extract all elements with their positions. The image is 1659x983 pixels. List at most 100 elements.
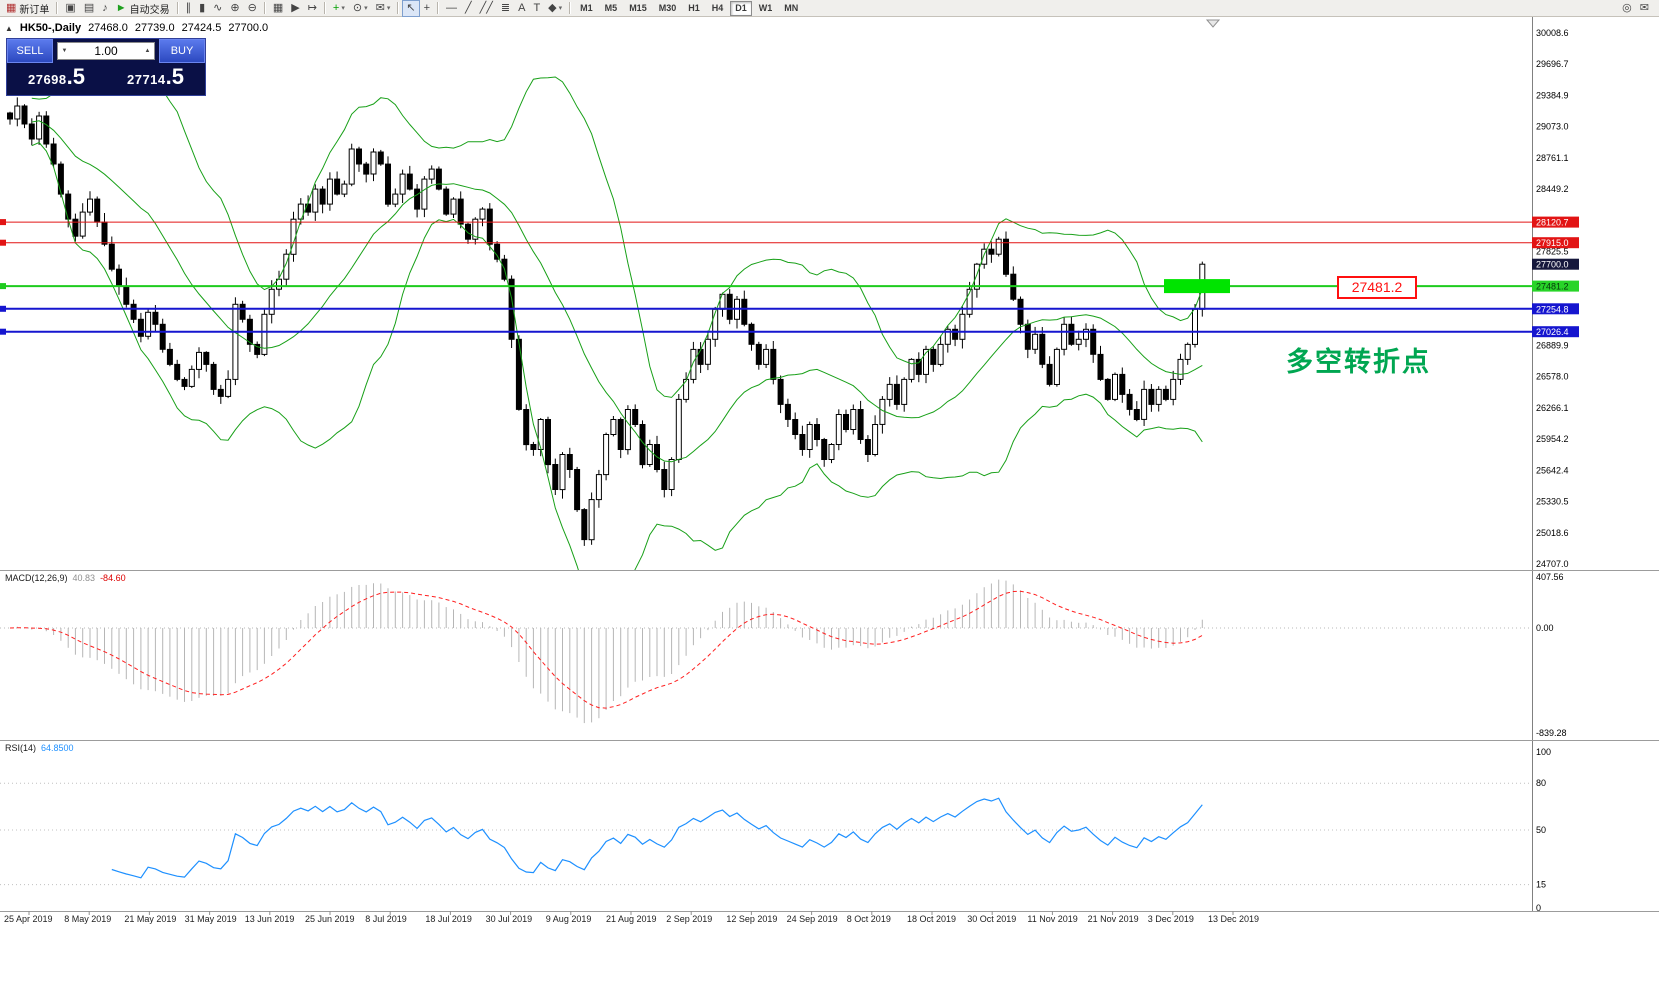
profiles-icon[interactable]: ▤ (80, 0, 98, 17)
timeframe-m5[interactable]: M5 (604, 2, 618, 13)
new-order-button-label: 新订单 (19, 4, 50, 16)
macd-name: MACD(12,26,9) (5, 573, 68, 583)
timeframe-h4[interactable]: H4 (711, 2, 724, 13)
sep-6 (437, 2, 439, 14)
sep-3 (263, 2, 266, 14)
trendline-tool-icon[interactable]: ╱ (461, 0, 476, 17)
buy-button[interactable]: BUY (159, 39, 205, 63)
cursor-icon[interactable]: ↖ (402, 0, 420, 17)
price-badge-text: 27700.0 (1536, 260, 1569, 270)
hline-handle[interactable] (0, 305, 6, 312)
highlight-rectangle[interactable] (1164, 279, 1230, 294)
chat-icon[interactable]: ✉ (1636, 0, 1653, 17)
volume-increase-button[interactable]: ▲ (144, 48, 151, 54)
candles-chart-icon-glyph: ▮ (199, 1, 206, 14)
date-label: 18 Jul 2019 (425, 914, 472, 924)
ohlc-close: 27700.0 (228, 22, 269, 34)
crosshair-icon[interactable]: + (420, 0, 434, 17)
rsi-axis-tick: 0 (1536, 903, 1541, 913)
period-icon[interactable]: ⊙ ▾ (349, 0, 372, 17)
macd-signal-value: -84.60 (100, 573, 126, 583)
chart-window-icon[interactable]: ▣ (61, 0, 79, 17)
volume-decrease-button[interactable]: ▼ (61, 48, 68, 54)
template-icon-caret: ▾ (386, 5, 391, 12)
timeframe-m30[interactable]: M30 (658, 2, 677, 13)
sound-icon-glyph: ♪ (102, 1, 108, 14)
label-tool-icon-glyph: T (533, 1, 541, 14)
text-tool-icon[interactable]: A (514, 0, 529, 17)
hline-handle[interactable] (0, 239, 6, 246)
sep-5 (397, 2, 400, 14)
price-tick: 29384.9 (1536, 91, 1569, 101)
rsi-indicator-label: RSI(14) 64.8500 (5, 743, 74, 753)
label-tool-icon[interactable]: T (529, 0, 544, 17)
candles-chart-icon[interactable]: ▮ (195, 0, 209, 17)
template-icon-glyph: ✉ (375, 1, 385, 14)
price-axis[interactable]: 30008.6 29696.7 29384.9 29073.0 28761.1 28449… (1532, 16, 1579, 911)
volume-input[interactable]: 1.00 (94, 44, 118, 58)
bollinger-upper-band (31, 65, 1203, 398)
price-tick: 25330.5 (1536, 497, 1569, 507)
macd-histogram (16, 579, 1203, 724)
timeframe-h1[interactable]: H1 (688, 2, 700, 13)
tile-windows-icon[interactable]: ▦ (269, 0, 287, 17)
price-tick: 25954.2 (1536, 434, 1569, 444)
timeframe-d1[interactable]: D1 (730, 0, 752, 16)
timeframe-w1[interactable]: W1 (758, 2, 773, 13)
date-label: 24 Sep 2019 (787, 914, 838, 924)
rsi-axis-tick: 15 (1536, 880, 1546, 890)
template-icon[interactable]: ✉ ▾ (372, 0, 395, 17)
price-tick: 29073.0 (1536, 122, 1569, 132)
line-chart-icon-glyph: ∿ (213, 1, 223, 14)
rsi-axis-tick: 50 (1536, 825, 1546, 835)
line-chart-icon[interactable]: ∿ (209, 0, 226, 17)
price-badge (1532, 237, 1579, 249)
hline-tool-icon[interactable]: — (442, 0, 461, 17)
price-tick: 26889.9 (1536, 340, 1569, 350)
chart-text-annotation[interactable]: 多空转折点 (1286, 347, 1431, 377)
price-label-box[interactable]: 27481.2 (1337, 276, 1417, 299)
shapes-tool-icon[interactable]: ◆ ▾ (544, 0, 566, 17)
new-order-button[interactable]: ▦ 新订单 (2, 0, 53, 17)
rsi-value: 64.8500 (41, 743, 74, 753)
bars-chart-icon[interactable]: ∥ (182, 0, 196, 17)
sell-price-int: 27698 (27, 72, 67, 87)
sell-button[interactable]: SELL (7, 39, 53, 63)
date-label: 8 Oct 2019 (847, 914, 891, 924)
hline-handle[interactable] (0, 219, 6, 226)
chart-shift-marker[interactable] (1205, 19, 1221, 28)
timeframe-m15[interactable]: M15 (629, 2, 647, 13)
zoom-out-icon[interactable]: ⊖ (244, 0, 261, 17)
date-label: 31 May 2019 (185, 914, 237, 924)
fibo-tool-icon[interactable]: ≣ (497, 0, 514, 17)
collapse-panel-icon[interactable]: ▲ (5, 23, 13, 33)
cursor-icon-glyph: ↖ (406, 1, 416, 14)
date-label: 21 Aug 2019 (606, 914, 657, 924)
timeframe-m1[interactable]: M1 (580, 2, 593, 13)
sound-icon[interactable]: ♪ (98, 0, 112, 17)
shapes-tool-icon-glyph: ◆ (548, 1, 557, 14)
volume-control: ▼ 1.00 ▲ (57, 42, 155, 60)
ohlc-open: 27468.0 (88, 22, 128, 34)
price-badge-text: 27481.2 (1536, 282, 1569, 292)
rsi-name: RSI(14) (5, 743, 37, 753)
autotrading-button-label: 自动交易 (129, 4, 170, 16)
date-label: 13 Dec 2019 (1208, 914, 1259, 924)
chart-shift-icon[interactable]: ↦ (304, 0, 321, 17)
date-label: 21 May 2019 (124, 914, 176, 924)
hline-tool-icon-glyph: — (446, 1, 457, 14)
search-icon[interactable]: ◎ (1618, 0, 1636, 17)
zoom-in-icon[interactable]: ⊕ (226, 0, 243, 17)
autotrading-button[interactable]: ► 自动交易 (112, 0, 174, 17)
timeframe-mn[interactable]: MN (784, 2, 799, 13)
hline-handle[interactable] (0, 283, 6, 290)
hline-handle[interactable] (0, 328, 6, 335)
crosshair-icon-glyph: + (423, 1, 430, 14)
text-tool-icon-glyph: A (518, 1, 526, 14)
time-axis[interactable]: 25 Apr 2019 8 May 2019 21 May 2019 31 May 2… (4, 911, 1259, 924)
channel-tool-icon[interactable]: ╱╱ (476, 0, 497, 17)
add-indicator-icon[interactable]: + ▾ (329, 0, 349, 17)
price-badge (1532, 303, 1579, 315)
autoscroll-icon[interactable]: ▶ (287, 0, 303, 17)
